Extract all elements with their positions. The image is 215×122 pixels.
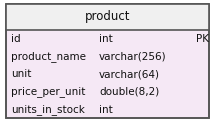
Text: varchar(256): varchar(256) [99,51,167,61]
Text: units_in_stock: units_in_stock [11,104,85,115]
Text: PK: PK [196,34,209,44]
Text: double(8,2): double(8,2) [99,87,159,97]
Text: int: int [99,34,113,44]
Text: product: product [85,10,130,23]
Text: int: int [99,105,113,115]
Bar [6,4,209,30]
Text: id: id [11,34,20,44]
Text: price_per_unit: price_per_unit [11,86,85,97]
Text: unit: unit [11,69,31,79]
Text: varchar(64): varchar(64) [99,69,160,79]
Text: product_name: product_name [11,51,86,62]
